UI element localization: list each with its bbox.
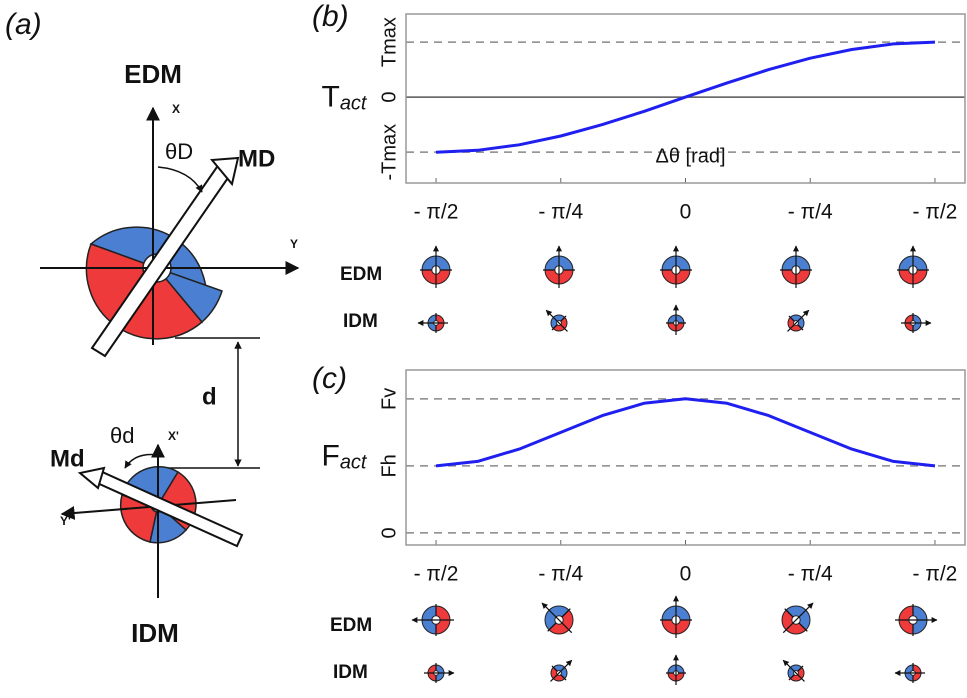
- dipole-icon: [894, 663, 925, 683]
- panel-label: (a): [5, 8, 42, 41]
- dipole-icon: [424, 663, 455, 683]
- curve: [435, 397, 936, 468]
- y-axis-label: Tact: [321, 80, 367, 114]
- label: Y: [290, 237, 298, 251]
- y-tick-label: -Tmax: [378, 124, 400, 181]
- label: θd: [110, 423, 134, 448]
- label: X': [168, 429, 179, 443]
- dipole-icon: [787, 309, 810, 332]
- x-tick-label: - π/4: [788, 201, 833, 224]
- dipole-icon: [543, 245, 575, 288]
- x-tick-label: - π/2: [913, 201, 958, 224]
- dipole-icon: [897, 245, 929, 288]
- dipole-icon: [901, 313, 932, 333]
- dipole-icon: [541, 602, 574, 635]
- icon-arrow: [782, 659, 805, 682]
- icon-arrow: [541, 602, 573, 634]
- x-tick-label: - π/2: [414, 201, 459, 224]
- row-label: EDM: [340, 264, 382, 285]
- dipole-icon: [550, 659, 573, 682]
- y-axis-label: Fact: [321, 439, 367, 473]
- x-tick-label: 0: [680, 201, 692, 224]
- row-label: IDM: [333, 662, 368, 683]
- dipole-icon: [660, 245, 692, 288]
- dipole-icon: [545, 309, 568, 332]
- plot-frame: [405, 369, 966, 546]
- y-axis-label-sub: act: [340, 452, 368, 474]
- y-axis-label: F: [321, 439, 339, 472]
- dipole-icon: [895, 604, 938, 636]
- dipole-icon: [417, 313, 448, 333]
- x-tick-label: 0: [680, 563, 692, 586]
- curve: [435, 40, 936, 154]
- label: X: [172, 102, 180, 116]
- label: IDM: [131, 618, 179, 648]
- dipole-icon: [666, 304, 686, 335]
- y-axis-label-sub: act: [340, 93, 368, 115]
- x-tick-label: - π/4: [788, 563, 833, 586]
- icon-arrow: [550, 659, 573, 682]
- y-tick-label: 0: [378, 527, 400, 538]
- x-tick-label: - π/2: [414, 563, 459, 586]
- dipole-icon: [666, 654, 686, 685]
- x-tick-label: - π/4: [538, 201, 583, 224]
- dipole-icon: [420, 245, 452, 288]
- label: d: [202, 383, 217, 410]
- row-label: IDM: [343, 311, 378, 332]
- y-tick-label: 0: [378, 92, 400, 103]
- label: MD: [238, 145, 275, 172]
- dipole-icon: [781, 602, 814, 635]
- icon-arrow: [787, 309, 810, 332]
- dipole-icon: [782, 659, 805, 682]
- y-tick-label: Fh: [378, 454, 400, 477]
- y-axis-label: T: [321, 80, 339, 113]
- label: Md: [50, 445, 85, 472]
- row-label: EDM: [330, 615, 372, 636]
- panel-label: (c): [312, 362, 347, 395]
- annotation: Δθ [rad]: [655, 145, 725, 167]
- panel-label: (b): [312, 0, 349, 33]
- dipole-icon: [660, 595, 692, 638]
- label: θD: [165, 139, 193, 164]
- idm-diagram: [60, 443, 244, 598]
- edm-diagram: [40, 106, 300, 469]
- icon-arrow: [782, 602, 814, 634]
- y-tick-label: Fv: [378, 388, 400, 410]
- label: Y': [60, 514, 71, 528]
- y-tick-label: Tmax: [378, 17, 400, 67]
- label: EDM: [124, 59, 182, 89]
- plot-frame: [405, 13, 966, 184]
- icon-arrow: [545, 309, 568, 332]
- x-tick-label: - π/2: [913, 563, 958, 586]
- x-tick-label: - π/4: [538, 563, 583, 586]
- dipole-icon: [780, 245, 812, 288]
- dipole-icon: [411, 604, 454, 636]
